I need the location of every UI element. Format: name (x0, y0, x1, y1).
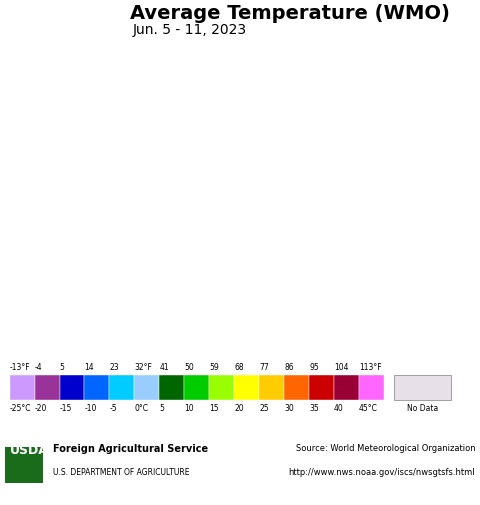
Text: Source: World Meteorological Organization: Source: World Meteorological Organizatio… (296, 444, 475, 453)
Text: -5: -5 (109, 404, 117, 413)
Bar (10, 375, 35, 400)
Text: USDA: USDA (10, 444, 48, 458)
Bar (394, 375, 451, 400)
Text: Average Temperature (WMO): Average Temperature (WMO) (130, 4, 449, 23)
Text: 20: 20 (234, 404, 244, 413)
Bar (60, 375, 84, 400)
Text: 35: 35 (309, 404, 319, 413)
Bar (234, 375, 259, 400)
Text: 40: 40 (334, 404, 344, 413)
Text: 32°F: 32°F (134, 363, 152, 372)
Text: U.S. DEPARTMENT OF AGRICULTURE: U.S. DEPARTMENT OF AGRICULTURE (53, 468, 189, 477)
Text: -15: -15 (60, 404, 72, 413)
Text: -10: -10 (84, 404, 97, 413)
Bar (284, 375, 309, 400)
Text: 86: 86 (284, 363, 294, 372)
Text: 5: 5 (159, 404, 164, 413)
Bar (184, 375, 209, 400)
Bar (309, 375, 334, 400)
Bar (35, 375, 60, 400)
Text: 59: 59 (209, 363, 219, 372)
Text: 50: 50 (184, 363, 194, 372)
Bar (5, 447, 43, 483)
Bar (109, 375, 134, 400)
Bar (159, 375, 184, 400)
Text: -4: -4 (35, 363, 42, 372)
Text: 113°F: 113°F (359, 363, 382, 372)
Bar (334, 375, 359, 400)
Text: 15: 15 (209, 404, 219, 413)
Text: 68: 68 (234, 363, 244, 372)
Text: 14: 14 (84, 363, 94, 372)
Text: 30: 30 (284, 404, 294, 413)
Text: 0°C: 0°C (134, 404, 148, 413)
Text: -20: -20 (35, 404, 47, 413)
Text: 95: 95 (309, 363, 319, 372)
Text: 45°C: 45°C (359, 404, 378, 413)
Bar (84, 375, 109, 400)
Text: 77: 77 (259, 363, 269, 372)
Text: 25: 25 (259, 404, 269, 413)
Text: 41: 41 (159, 363, 169, 372)
Text: -25°C: -25°C (10, 404, 31, 413)
Text: 23: 23 (109, 363, 119, 372)
Bar (359, 375, 384, 400)
Text: -13°F: -13°F (10, 363, 30, 372)
Bar (209, 375, 234, 400)
Text: Jun. 5 - 11, 2023: Jun. 5 - 11, 2023 (133, 23, 247, 37)
Bar (259, 375, 284, 400)
Text: http://www.nws.noaa.gov/iscs/nwsgtsfs.html: http://www.nws.noaa.gov/iscs/nwsgtsfs.ht… (288, 468, 475, 477)
Text: 104: 104 (334, 363, 348, 372)
Bar (134, 375, 159, 400)
Text: No Data: No Data (407, 404, 438, 413)
Text: 5: 5 (60, 363, 64, 372)
Text: Foreign Agricultural Service: Foreign Agricultural Service (53, 444, 208, 453)
Text: 10: 10 (184, 404, 194, 413)
